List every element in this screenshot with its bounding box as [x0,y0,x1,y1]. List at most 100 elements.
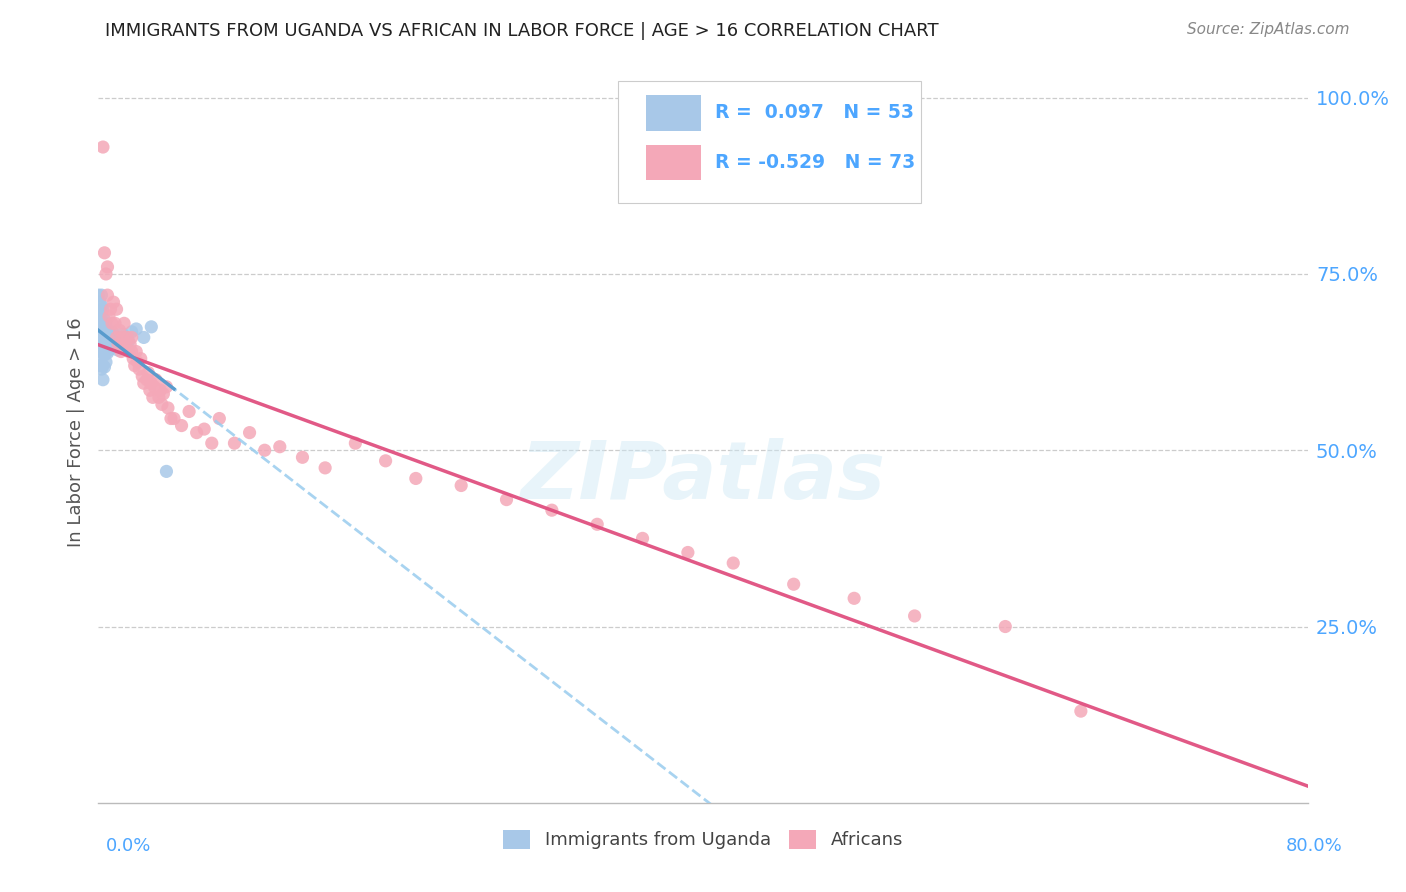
Point [118,334,141,348]
Point [110,344,132,359]
Point [91,336,114,351]
Point [141,376,163,391]
Point [129,351,152,366]
Point [90,337,112,351]
Point [90,306,112,320]
Point [201,436,224,450]
Point [136,366,159,380]
Point [495,492,517,507]
Point [155,464,177,478]
Point [155,380,177,394]
Point [142,390,165,404]
Point [1070,704,1092,718]
Point [631,532,654,546]
Point [170,418,193,433]
Point [994,619,1017,633]
Text: R =  0.097   N = 53: R = 0.097 N = 53 [716,103,914,122]
Point [91,373,114,387]
Point [98,330,121,344]
Point [121,344,143,359]
Point [121,325,143,339]
Point [91,326,114,341]
Point [98,310,121,324]
Bar [647,95,700,130]
Point [89,341,111,355]
Point [91,140,114,154]
Point [124,359,146,373]
Text: IMMIGRANTS FROM UGANDA VS AFRICAN IN LABOR FORCE | AGE > 16 CORRELATION CHART: IMMIGRANTS FROM UGANDA VS AFRICAN IN LAB… [105,22,939,40]
Point [145,373,167,387]
Y-axis label: In Labor Force | Age > 16: In Labor Force | Age > 16 [66,318,84,548]
Point [91,302,114,317]
Point [291,450,314,465]
Point [93,359,115,374]
Point [98,343,121,358]
Point [314,461,336,475]
Text: 0.0%: 0.0% [105,837,150,855]
FancyBboxPatch shape [619,81,921,203]
Point [586,517,609,532]
Point [540,503,562,517]
Point [103,334,125,348]
Point [111,326,134,341]
Text: Source: ZipAtlas.com: Source: ZipAtlas.com [1187,22,1350,37]
Point [253,443,276,458]
Point [91,359,114,373]
Point [112,316,135,330]
Point [96,260,118,274]
Point [101,316,124,330]
Point [104,316,127,330]
Point [114,330,136,344]
Point [94,355,117,369]
Point [93,245,115,260]
Point [132,330,155,344]
Point [105,302,128,317]
Point [94,329,117,343]
Point [90,326,112,341]
Point [186,425,208,440]
Point [125,322,148,336]
Text: R = -0.529   N = 73: R = -0.529 N = 73 [716,153,915,172]
Point [87,313,110,327]
Point [131,369,153,384]
Point [405,471,427,485]
Point [93,325,115,339]
Point [105,339,128,353]
Point [150,397,173,411]
Point [93,313,115,327]
Point [89,359,111,373]
Point [96,346,118,360]
Point [156,401,179,415]
Point [118,344,141,359]
Point [239,425,262,440]
Point [141,319,163,334]
Point [139,384,162,398]
Point [783,577,806,591]
Point [160,411,183,425]
Point [105,330,128,344]
Point [149,384,172,398]
Point [269,440,291,454]
Point [103,295,125,310]
Point [374,454,396,468]
Point [152,387,174,401]
Point [90,288,112,302]
Point [179,404,201,418]
Point [107,337,129,351]
Text: ZIPatlas: ZIPatlas [520,438,886,516]
Point [125,344,148,359]
Point [135,373,157,387]
Point [115,330,138,344]
Point [89,325,111,339]
Point [90,348,112,362]
Point [122,351,145,366]
Point [450,478,472,492]
Point [127,355,149,369]
Point [904,609,927,624]
Point [90,362,112,376]
Point [100,326,122,341]
Point [208,411,231,425]
Point [91,316,114,330]
Point [224,436,246,450]
Legend: Immigrants from Uganda, Africans: Immigrants from Uganda, Africans [496,823,910,856]
